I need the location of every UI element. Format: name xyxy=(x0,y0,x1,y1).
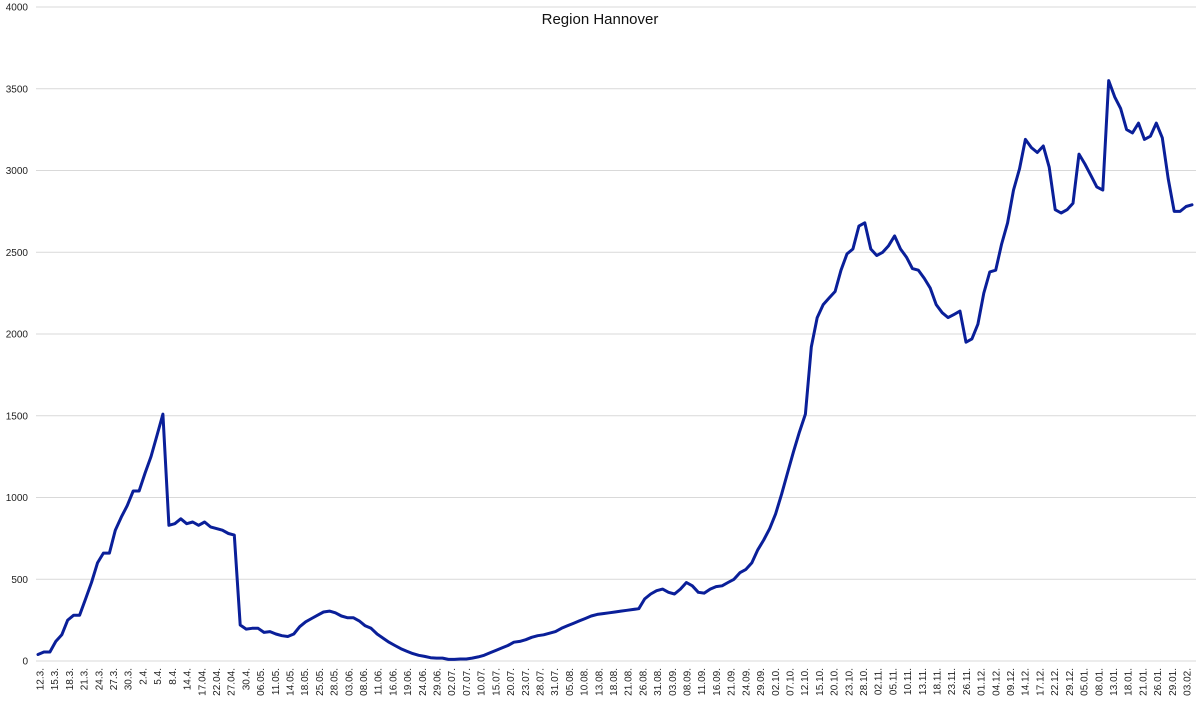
x-tick-label: 12.10. xyxy=(800,668,811,696)
x-tick-label: 15.10. xyxy=(815,668,826,696)
x-tick-label: 05.11. xyxy=(888,668,899,695)
x-tick-label: 13.01. xyxy=(1109,668,1120,696)
x-tick-label: 22.12. xyxy=(1050,668,1061,696)
x-tick-label: 20.10. xyxy=(830,668,841,696)
y-tick-label: 500 xyxy=(11,575,28,586)
x-tick-label: 8.4. xyxy=(168,668,179,685)
x-tick-label: 11.05. xyxy=(271,668,282,695)
gridlines xyxy=(36,6,1196,662)
x-tick-label: 28.10. xyxy=(859,668,870,696)
x-tick-label: 30.4. xyxy=(241,668,252,690)
x-tick-label: 18.3. xyxy=(65,668,76,690)
x-tick-label: 08.09. xyxy=(683,668,694,696)
x-tick-label: 23.07. xyxy=(521,668,532,696)
x-tick-label: 01.12. xyxy=(977,668,988,696)
x-tick-label: 27.04. xyxy=(227,668,238,696)
x-tick-label: 16.06. xyxy=(388,668,399,696)
x-tick-label: 24.3. xyxy=(94,668,105,690)
y-tick-label: 2500 xyxy=(6,248,29,259)
x-tick-label: 18.05. xyxy=(300,668,311,696)
x-tick-label: 07.07. xyxy=(462,668,473,696)
x-tick-label: 14.12. xyxy=(1021,668,1032,696)
series-line xyxy=(36,79,1194,661)
x-tick-label: 03.09. xyxy=(668,668,679,696)
x-tick-label: 13.11. xyxy=(918,668,929,695)
x-tick-label: 18.01. xyxy=(1124,668,1135,696)
x-tick-label: 23.11. xyxy=(947,668,958,695)
x-tick-label: 03.02. xyxy=(1183,668,1194,696)
x-tick-label: 08.01. xyxy=(1094,668,1105,696)
y-tick-label: 1000 xyxy=(6,493,29,504)
x-tick-label: 28.05. xyxy=(330,668,341,696)
x-tick-label: 28.07. xyxy=(535,668,546,696)
y-tick-label: 3500 xyxy=(6,84,29,95)
x-tick-label: 2.4. xyxy=(138,668,149,685)
x-tick-label: 29.09. xyxy=(756,668,767,696)
x-tick-label: 15.07. xyxy=(491,668,502,696)
x-tick-label: 12.3. xyxy=(36,668,47,690)
x-tick-label: 21.08. xyxy=(624,668,635,696)
chart-title: Region Hannover xyxy=(542,11,659,28)
x-axis-ticks: 12.3. 15.3. 18.3. 21.3. 24.3. 27.3. 30.3. 2.4. 5… xyxy=(36,668,1194,696)
x-tick-label: 13.08. xyxy=(594,668,605,696)
x-tick-label: 19.06. xyxy=(403,668,414,696)
x-tick-label: 14.4. xyxy=(183,668,194,690)
y-tick-label: 3000 xyxy=(6,166,29,177)
x-tick-label: 21.09. xyxy=(727,668,738,696)
x-tick-label: 05.01. xyxy=(1080,668,1091,696)
x-tick-label: 03.06. xyxy=(344,668,355,696)
x-tick-label: 10.11. xyxy=(903,668,914,695)
x-tick-label: 15.3. xyxy=(50,668,61,690)
x-tick-label: 02.11. xyxy=(874,668,885,695)
y-tick-label: 0 xyxy=(22,657,28,668)
x-tick-label: 31.08. xyxy=(653,668,664,696)
y-tick-label: 2000 xyxy=(6,330,29,341)
x-tick-label: 21.01. xyxy=(1138,668,1149,696)
x-tick-label: 29.01. xyxy=(1168,668,1179,696)
y-axis-ticks: 0 500 1000 1500 2000 2500 3000 3500 4000 xyxy=(6,3,29,668)
x-tick-label: 31.07. xyxy=(550,668,561,696)
x-tick-label: 27.3. xyxy=(109,668,120,690)
x-tick-label: 10.08. xyxy=(580,668,591,696)
x-tick-label: 26.01. xyxy=(1153,668,1164,696)
x-tick-label: 29.06. xyxy=(433,668,444,696)
x-tick-label: 20.07. xyxy=(506,668,517,696)
x-tick-label: 07.10. xyxy=(785,668,796,696)
x-tick-label: 29.12. xyxy=(1065,668,1076,696)
x-tick-label: 11.06. xyxy=(374,668,385,695)
x-tick-label: 09.12. xyxy=(1006,668,1017,696)
x-tick-label: 18.11. xyxy=(933,668,944,695)
x-tick-label: 26.08. xyxy=(638,668,649,696)
x-tick-label: 24.06. xyxy=(418,668,429,696)
x-tick-label: 04.12. xyxy=(991,668,1002,696)
x-tick-label: 25.05. xyxy=(315,668,326,696)
x-tick-label: 21.3. xyxy=(80,668,91,690)
x-tick-label: 5.4. xyxy=(153,668,164,685)
x-tick-label: 10.07. xyxy=(477,668,488,696)
x-tick-label: 22.04. xyxy=(212,668,223,696)
x-tick-label: 02.10. xyxy=(771,668,782,696)
x-tick-label: 14.05. xyxy=(285,668,296,696)
x-tick-label: 24.09. xyxy=(741,668,752,696)
x-tick-label: 30.3. xyxy=(124,668,135,690)
x-tick-label: 08.06. xyxy=(359,668,370,696)
x-tick-label: 11.09. xyxy=(697,668,708,695)
x-tick-label: 23.10. xyxy=(844,668,855,696)
x-tick-label: 06.05. xyxy=(256,668,267,696)
y-tick-label: 4000 xyxy=(6,3,29,14)
x-tick-label: 16.09. xyxy=(712,668,723,696)
y-tick-label: 1500 xyxy=(6,411,29,422)
x-tick-label: 17.12. xyxy=(1035,668,1046,696)
x-tick-label: 05.08. xyxy=(565,668,576,696)
x-tick-label: 17.04. xyxy=(197,668,208,696)
x-tick-label: 18.08. xyxy=(609,668,620,696)
x-tick-label: 26.11. xyxy=(962,668,973,695)
x-tick-label: 02.07. xyxy=(447,668,458,696)
